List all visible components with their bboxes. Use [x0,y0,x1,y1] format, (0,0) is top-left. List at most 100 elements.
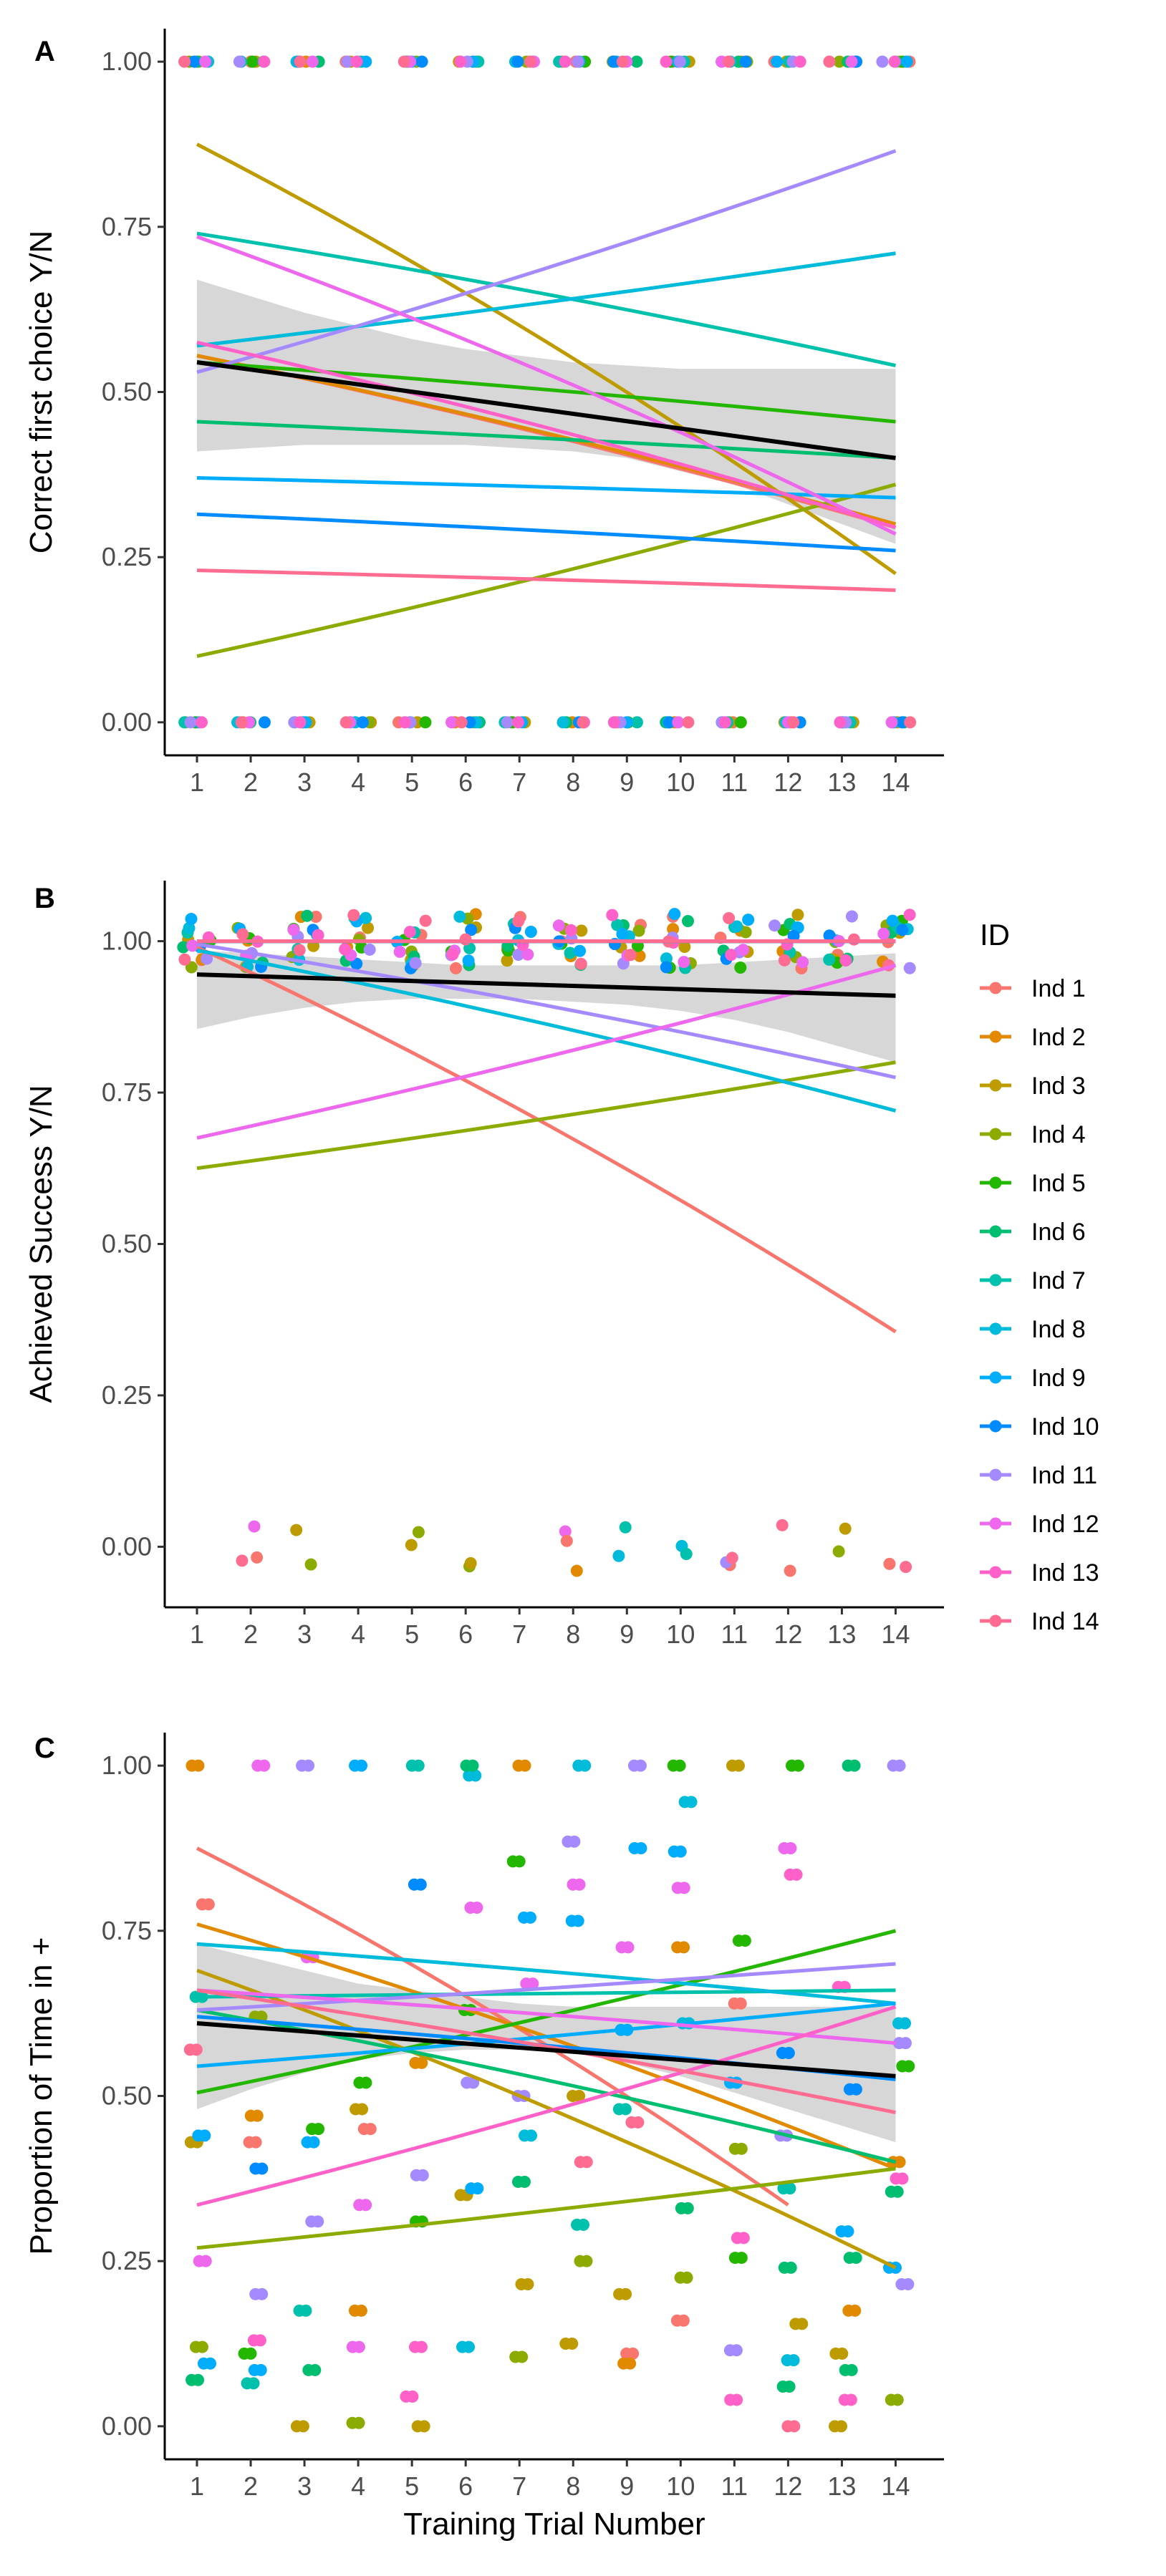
point-ind-14 [190,2043,203,2056]
point-ind-3 [356,2103,369,2116]
legend-item: Ind 11 [980,1462,1097,1489]
x-tick-label: 2 [244,2471,258,2501]
legend-label: Ind 8 [1031,1316,1086,1343]
point-ind-10 [511,55,524,68]
y-tick-label: 0.25 [102,542,152,571]
point-ind-2 [570,1564,583,1577]
x-tick-label: 3 [297,2471,312,2501]
point-ind-14 [512,915,525,928]
fit-line-ind-14 [196,568,896,592]
y-tick-label: 0.00 [102,707,152,737]
point-ind-10 [660,961,673,974]
fit-line-ind-5 [196,360,896,424]
legend-item: Ind 5 [980,1170,1086,1197]
point-ind-12 [877,927,890,940]
point-ind-2 [667,923,680,936]
legend-label: Ind 9 [1031,1365,1086,1392]
point-ind-8 [463,2340,476,2353]
point-ind-10 [414,1878,427,1891]
legend-title: ID [980,918,1010,952]
legend-label: Ind 5 [1031,1170,1086,1197]
point-ind-14 [723,911,736,924]
x-tick-label: 11 [721,2471,748,2501]
fit-lines [196,939,897,1334]
point-ind-12 [737,944,750,957]
point-ind-14 [577,716,589,729]
point-ind-5 [419,716,432,729]
x-tick-label: 10 [666,1619,695,1649]
y-tick-label: 0.75 [102,1916,152,1945]
point-ind-11 [184,716,197,729]
point-ind-5 [738,1935,751,1947]
x-tick-label: 14 [881,2471,910,2501]
point-ind-11 [302,1759,315,1772]
fit-line-ind-11 [196,942,897,1080]
point-ind-3 [620,2287,632,2300]
point-ind-11 [876,55,889,68]
point-ind-9 [462,954,475,967]
x-tick-label: 14 [881,768,910,797]
point-ind-5 [312,2123,325,2136]
point-ind-6 [466,1759,479,1772]
point-ind-14 [788,2420,801,2433]
point-ind-4 [304,1558,317,1571]
x-tick-label: 9 [620,768,634,797]
point-ind-8 [660,952,673,965]
point-ind-6 [848,1759,861,1772]
point-ind-5 [734,716,747,729]
point-ind-8 [787,2354,800,2367]
point-ind-8 [525,2129,538,2142]
point-ind-10 [849,2083,862,2096]
point-ind-11 [409,957,422,969]
point-ind-7 [619,1521,632,1534]
point-ind-9 [889,2261,902,2274]
legend-key-point [989,1371,1002,1384]
point-ind-6 [301,909,314,922]
point-ind-12 [445,716,458,729]
point-ind-3 [839,1522,852,1535]
point-ind-10 [258,716,271,729]
point-ind-10 [465,924,478,936]
y-tick-label: 0.25 [102,1380,152,1410]
fit-line-ind-3 [196,1968,897,2270]
point-ind-12 [678,956,690,969]
panel-A: A Correct first choice Y/N 0.00 0.25 0.50 0.7… [24,29,944,797]
points [178,55,917,729]
point-ind-9 [524,1911,537,1924]
point-ind-14 [398,55,410,68]
point-ind-14 [236,1554,249,1567]
point-ind-8 [685,1796,698,1808]
legend-item: Ind 2 [980,1024,1086,1051]
point-ind-14 [236,928,249,941]
legend-key-point [989,1420,1002,1433]
point-ind-4 [580,2255,593,2267]
point-ind-6 [845,2363,858,2376]
x-tick-label: 1 [190,1619,204,1649]
point-ind-2 [192,1759,205,1772]
point-ind-13 [196,716,208,729]
point-ind-13 [896,2172,909,2185]
point-ind-11 [768,919,781,932]
point-ind-13 [350,55,363,68]
point-ind-14 [580,2156,593,2169]
point-ind-6 [309,2363,322,2376]
point-ind-13 [737,2232,750,2245]
point-ind-5 [513,1855,526,1868]
point-ind-13 [258,55,271,68]
point-ind-14 [682,716,695,729]
x-tick-label: 12 [774,2471,802,2501]
x-tick-label: 11 [721,1619,748,1649]
point-ind-13 [888,55,901,68]
point-ind-3 [835,2420,848,2433]
fit-line-ind-11 [196,149,897,374]
point-ind-5 [673,1759,686,1772]
fit-lines [196,1846,897,2270]
panel-letter-B: B [34,883,55,914]
point-ind-11 [256,2287,269,2300]
legend-key-point [989,1079,1002,1092]
point-ind-7 [564,946,577,959]
legend-item: Ind 7 [980,1267,1086,1294]
point-ind-12 [186,939,199,952]
x-tick-label: 7 [512,768,526,797]
point-ind-14 [339,716,352,729]
